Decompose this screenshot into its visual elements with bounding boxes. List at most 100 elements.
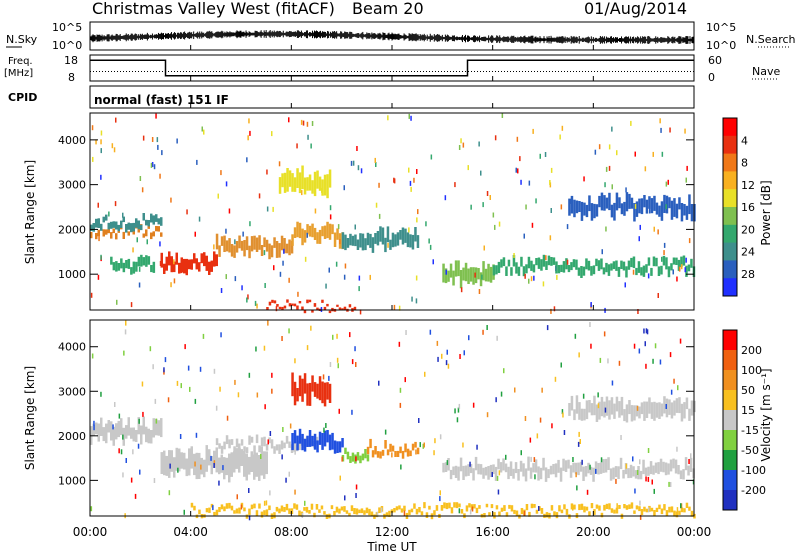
data-cell xyxy=(366,454,370,462)
data-cell xyxy=(265,451,268,475)
data-speckle xyxy=(254,300,257,306)
data-cell xyxy=(675,511,679,518)
data-cell xyxy=(632,256,636,269)
data-speckle xyxy=(100,391,102,397)
data-cell xyxy=(376,231,380,246)
x-tick-label: 00:00 xyxy=(73,525,108,539)
data-speckle xyxy=(153,164,156,170)
data-cell xyxy=(303,507,306,511)
data-cell xyxy=(518,514,521,519)
data-cell xyxy=(634,470,638,479)
data-cell xyxy=(618,197,621,209)
data-speckle xyxy=(321,187,323,193)
data-speckle xyxy=(203,129,205,135)
data-cell xyxy=(507,466,510,480)
data-speckle xyxy=(639,459,641,465)
velocity-panel-frame xyxy=(89,319,695,517)
data-cell xyxy=(409,234,412,248)
colorbar-swatch xyxy=(723,330,737,351)
data-cell xyxy=(142,233,145,238)
colorbar-swatch xyxy=(723,242,737,261)
data-speckle xyxy=(322,374,325,380)
data-cell xyxy=(318,376,322,401)
data-cell xyxy=(178,448,181,472)
data-cell xyxy=(673,198,676,217)
data-cell xyxy=(245,447,249,454)
data-cell xyxy=(228,453,231,483)
data-speckle xyxy=(269,431,272,436)
data-cell xyxy=(510,267,513,276)
data-speckle xyxy=(646,329,649,335)
data-speckle xyxy=(130,477,133,483)
data-cell xyxy=(489,266,493,283)
data-cell xyxy=(238,235,241,249)
data-cell xyxy=(115,233,118,240)
data-speckle xyxy=(95,139,97,145)
data-speckle xyxy=(439,490,441,496)
data-speckle xyxy=(355,493,357,498)
data-cell xyxy=(336,304,339,307)
data-cell xyxy=(623,409,626,422)
data-speckle xyxy=(519,156,521,162)
data-cell xyxy=(394,234,397,247)
data-cell xyxy=(475,507,479,514)
data-speckle xyxy=(310,325,312,331)
data-speckle xyxy=(186,209,188,215)
data-cell xyxy=(306,435,309,447)
colorbar-tick-label: 20 xyxy=(741,223,755,236)
data-cell xyxy=(563,504,566,510)
data-cell xyxy=(598,195,601,208)
data-speckle xyxy=(680,503,683,509)
data-cell xyxy=(283,507,286,512)
data-speckle xyxy=(339,475,341,481)
data-cell xyxy=(213,251,216,267)
freq-label-line1: Freq. xyxy=(8,56,33,67)
data-cell xyxy=(275,506,279,512)
data-cell xyxy=(635,201,639,217)
data-cell xyxy=(396,232,400,246)
data-speckle xyxy=(536,433,539,439)
data-cell xyxy=(615,396,619,412)
data-cell xyxy=(610,397,614,415)
data-speckle xyxy=(100,174,102,180)
data-cell xyxy=(371,237,375,253)
data-speckle xyxy=(100,130,103,136)
colorbar-tick-label: 15 xyxy=(741,404,755,417)
data-speckle xyxy=(657,293,659,298)
data-speckle xyxy=(325,423,327,428)
data-cell xyxy=(598,505,601,511)
data-speckle xyxy=(304,500,306,506)
data-cell xyxy=(122,231,125,239)
data-speckle xyxy=(266,169,268,175)
data-speckle xyxy=(400,464,402,470)
data-speckle xyxy=(279,271,282,277)
data-speckle xyxy=(393,178,396,184)
data-speckle xyxy=(169,463,171,469)
data-speckle xyxy=(625,187,627,193)
data-speckle xyxy=(275,306,278,312)
data-cell xyxy=(609,468,613,481)
data-speckle xyxy=(163,367,165,373)
data-cell xyxy=(230,439,234,445)
data-cell xyxy=(165,455,168,476)
data-speckle xyxy=(441,353,443,359)
data-cell xyxy=(258,455,261,481)
data-speckle xyxy=(667,179,669,185)
data-cell xyxy=(301,433,304,451)
data-cell xyxy=(489,464,493,478)
data-cell xyxy=(268,505,271,511)
data-cell xyxy=(460,509,464,514)
data-speckle xyxy=(528,278,530,284)
data-cell xyxy=(535,509,539,514)
data-speckle xyxy=(472,402,475,408)
data-cell xyxy=(482,261,485,281)
data-cell xyxy=(157,226,160,232)
colorbar-tick-label: -15 xyxy=(741,424,759,437)
data-speckle xyxy=(289,423,292,429)
data-cell xyxy=(323,306,327,310)
data-cell xyxy=(454,260,458,277)
data-cell xyxy=(537,466,540,481)
data-cell xyxy=(203,252,206,267)
data-speckle xyxy=(457,407,460,413)
data-cell xyxy=(455,502,459,509)
